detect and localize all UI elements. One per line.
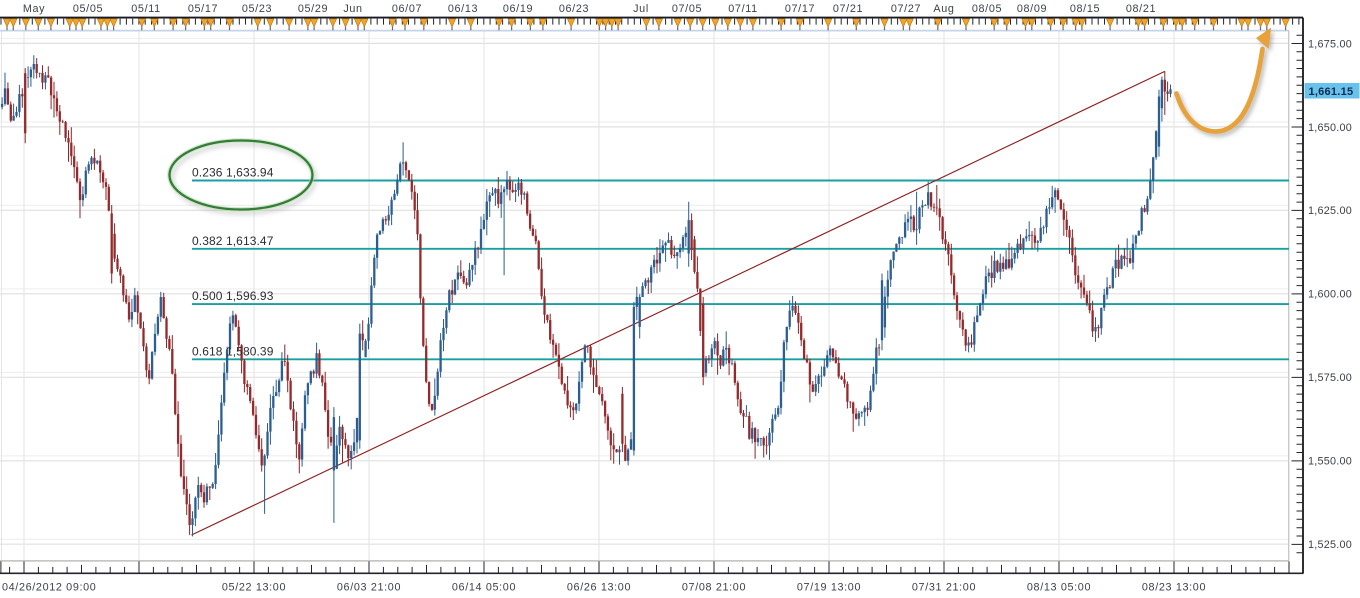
svg-text:0.618 1,580.39: 0.618 1,580.39 [192, 344, 274, 358]
svg-text:04/26/2012 09:00: 04/26/2012 09:00 [2, 582, 96, 594]
svg-text:1,650.00: 1,650.00 [1308, 122, 1352, 134]
svg-text:1,625.00: 1,625.00 [1308, 205, 1352, 217]
svg-text:05/11: 05/11 [131, 3, 160, 15]
svg-text:07/19 13:00: 07/19 13:00 [797, 582, 861, 594]
svg-text:Jun: Jun [343, 3, 362, 15]
svg-text:08/09: 08/09 [1017, 3, 1047, 15]
svg-text:05/29: 05/29 [298, 3, 328, 15]
svg-text:07/31 21:00: 07/31 21:00 [912, 582, 976, 594]
svg-text:06/19: 06/19 [503, 3, 533, 15]
svg-text:07/05: 07/05 [672, 3, 702, 15]
svg-text:1,661.15: 1,661.15 [1309, 86, 1354, 98]
svg-text:1,550.00: 1,550.00 [1308, 456, 1352, 468]
svg-text:1,575.00: 1,575.00 [1308, 372, 1352, 384]
svg-text:07/11: 07/11 [728, 3, 757, 15]
svg-text:08/21: 08/21 [1126, 3, 1156, 15]
svg-text:1,525.00: 1,525.00 [1308, 539, 1352, 551]
svg-text:06/23: 06/23 [559, 3, 589, 15]
svg-text:1,675.00: 1,675.00 [1308, 38, 1352, 50]
svg-text:08/23 13:00: 08/23 13:00 [1142, 582, 1206, 594]
svg-text:08/05: 08/05 [972, 3, 1002, 15]
svg-text:08/13 05:00: 08/13 05:00 [1027, 582, 1091, 594]
svg-text:07/08 21:00: 07/08 21:00 [682, 582, 746, 594]
svg-text:05/23: 05/23 [242, 3, 272, 15]
svg-text:0.500 1,596.93: 0.500 1,596.93 [192, 289, 274, 303]
svg-text:May: May [23, 3, 45, 15]
svg-text:06/26 13:00: 06/26 13:00 [567, 582, 631, 594]
svg-text:06/03 21:00: 06/03 21:00 [337, 582, 401, 594]
svg-text:07/27: 07/27 [891, 3, 921, 15]
svg-text:0.236 1,633.94: 0.236 1,633.94 [192, 166, 274, 180]
svg-text:Aug: Aug [933, 3, 954, 15]
svg-text:Jul: Jul [633, 3, 649, 15]
svg-text:1,600.00: 1,600.00 [1308, 289, 1352, 301]
svg-text:0.382 1,613.47: 0.382 1,613.47 [192, 234, 274, 248]
svg-text:05/17: 05/17 [188, 3, 218, 15]
svg-text:05/22 13:00: 05/22 13:00 [222, 582, 286, 594]
svg-text:05/05: 05/05 [73, 3, 103, 15]
svg-text:06/14 05:00: 06/14 05:00 [452, 582, 516, 594]
svg-text:08/15: 08/15 [1070, 3, 1100, 15]
svg-text:07/21: 07/21 [833, 3, 863, 15]
svg-text:06/13: 06/13 [448, 3, 478, 15]
svg-text:07/17: 07/17 [785, 3, 815, 15]
svg-text:06/07: 06/07 [392, 3, 422, 15]
